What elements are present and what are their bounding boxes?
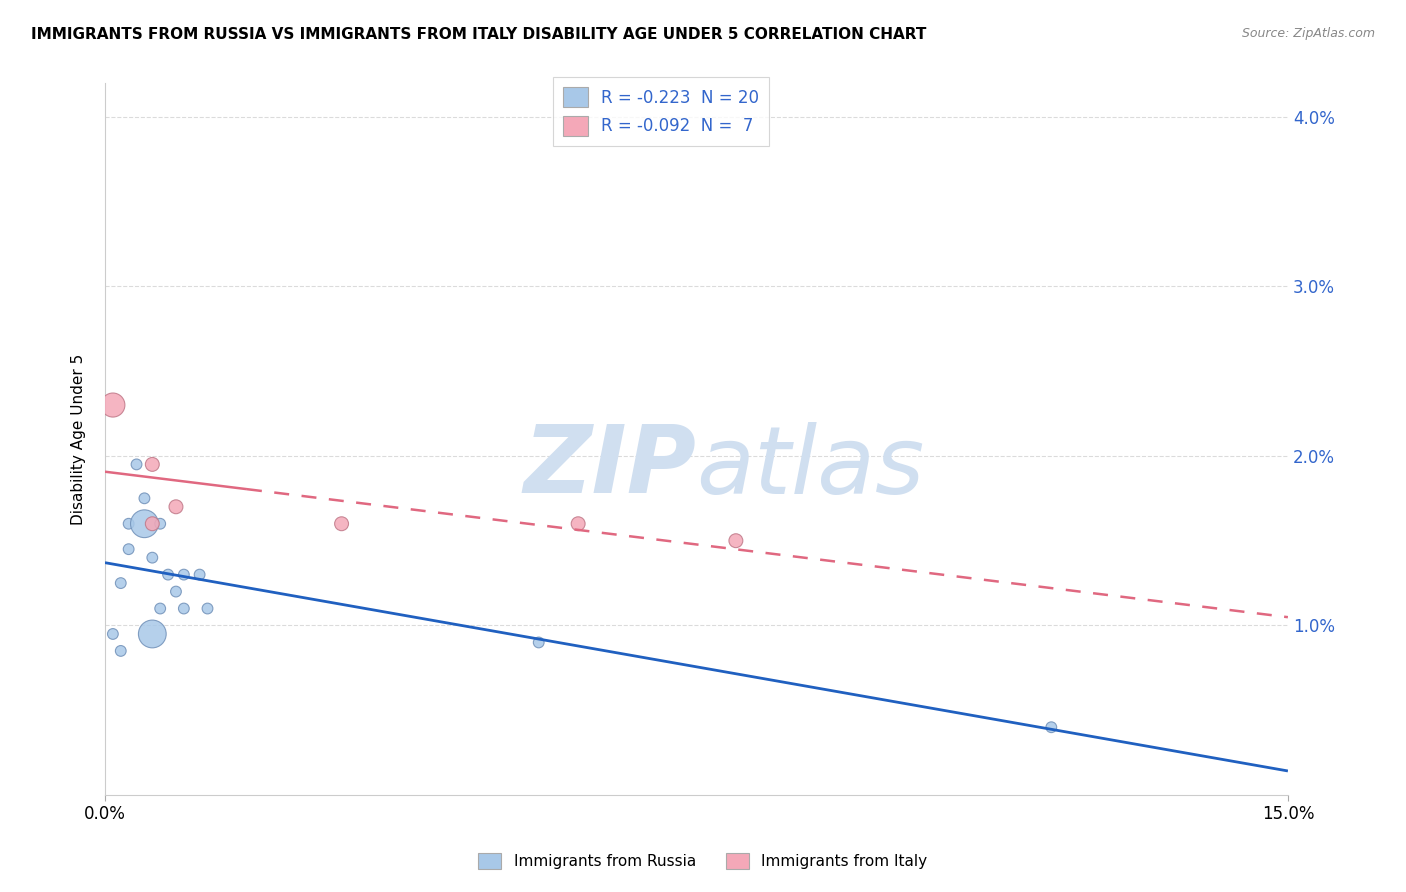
Point	[173, 601, 195, 615]
Point	[165, 584, 187, 599]
Point	[141, 458, 163, 472]
Point	[134, 491, 156, 506]
Legend: Immigrants from Russia, Immigrants from Italy: Immigrants from Russia, Immigrants from …	[472, 847, 934, 875]
Text: atlas: atlas	[696, 422, 925, 513]
Point	[149, 601, 172, 615]
Text: ZIP: ZIP	[523, 421, 696, 514]
Point	[117, 542, 139, 557]
Point	[165, 500, 187, 514]
Point	[567, 516, 589, 531]
Text: IMMIGRANTS FROM RUSSIA VS IMMIGRANTS FROM ITALY DISABILITY AGE UNDER 5 CORRELATI: IMMIGRANTS FROM RUSSIA VS IMMIGRANTS FRO…	[31, 27, 927, 42]
Point	[330, 516, 353, 531]
Point	[149, 516, 172, 531]
Point	[1040, 720, 1063, 734]
Point	[141, 516, 163, 531]
Point	[157, 567, 180, 582]
Point	[141, 550, 163, 565]
Point	[134, 516, 156, 531]
Point	[188, 567, 211, 582]
Point	[110, 644, 132, 658]
Y-axis label: Disability Age Under 5: Disability Age Under 5	[72, 353, 86, 524]
Point	[117, 516, 139, 531]
Point	[141, 627, 163, 641]
Point	[724, 533, 747, 548]
Point	[125, 458, 148, 472]
Point	[110, 576, 132, 591]
Point	[101, 627, 124, 641]
Point	[173, 567, 195, 582]
Point	[101, 398, 124, 412]
Point	[527, 635, 550, 649]
Point	[197, 601, 219, 615]
Text: Source: ZipAtlas.com: Source: ZipAtlas.com	[1241, 27, 1375, 40]
Legend: R = -0.223  N = 20, R = -0.092  N =  7: R = -0.223 N = 20, R = -0.092 N = 7	[553, 77, 769, 146]
